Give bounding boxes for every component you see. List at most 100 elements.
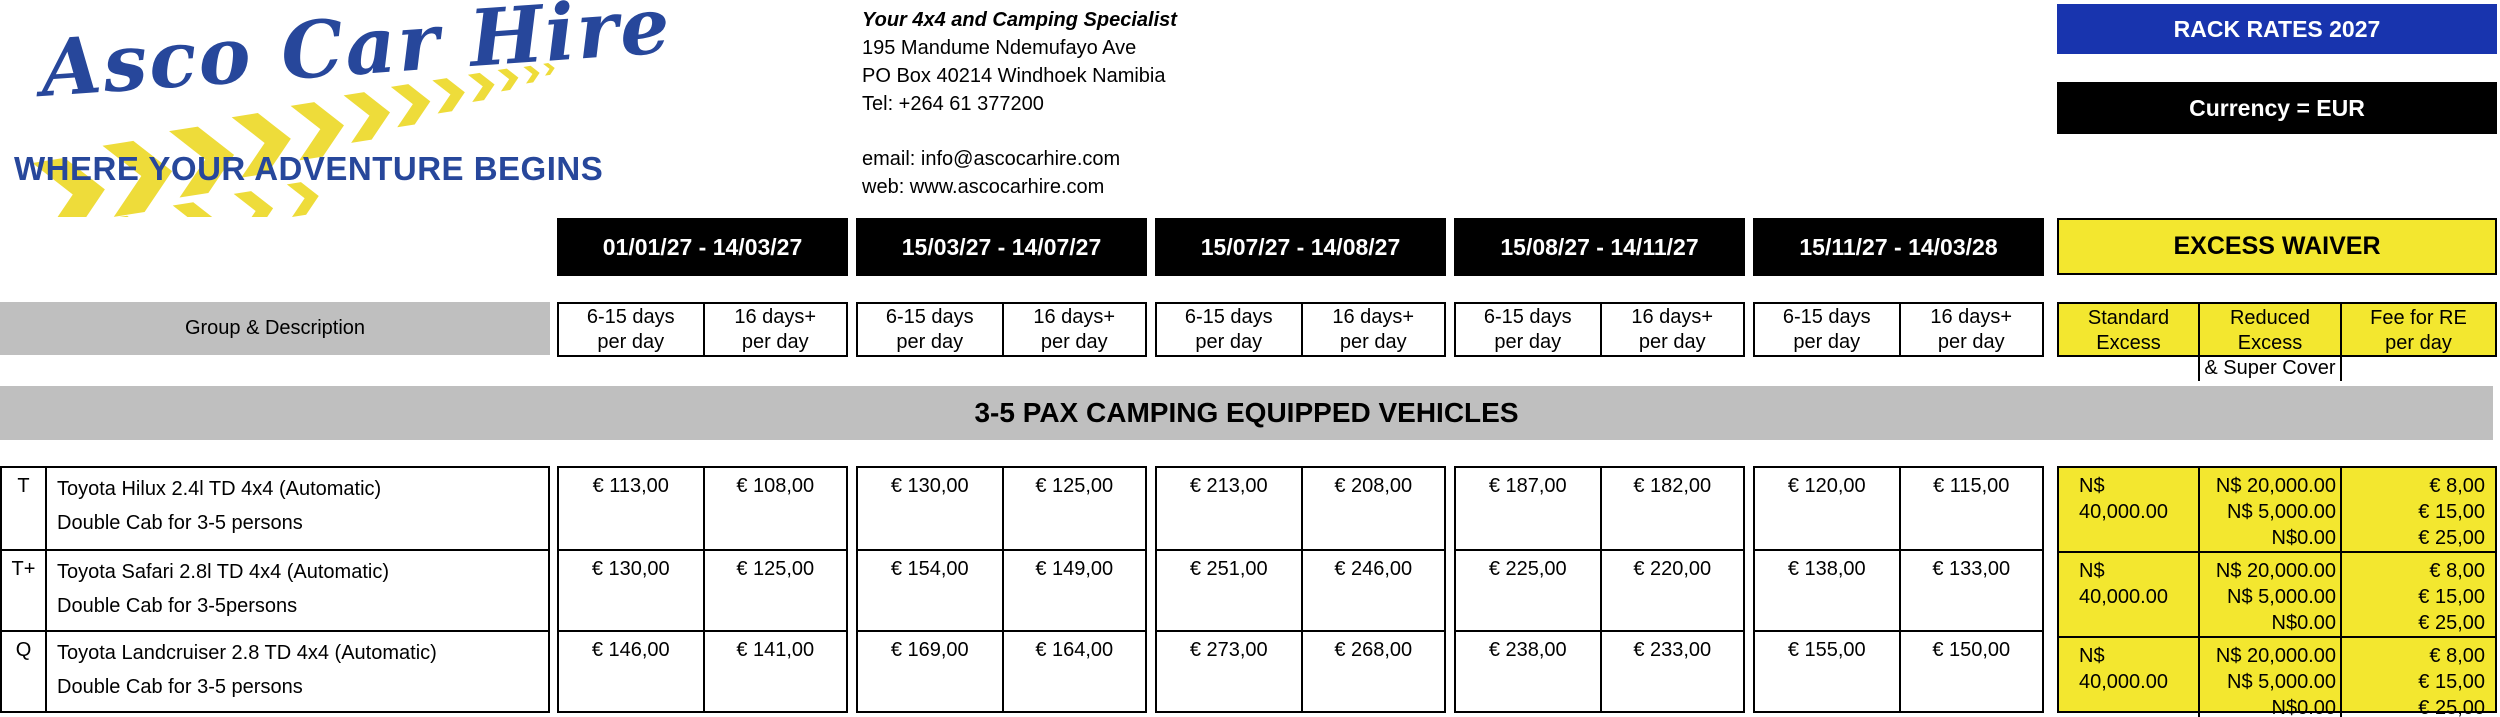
rate-table-period-4: € 187,00 € 182,00 € 225,00 € 220,00 € 238,… (1454, 466, 1745, 713)
contact-block: Your 4x4 and Camping Specialist 195 Mand… (862, 6, 1177, 201)
subheader-6-15-days: 6-15 days per day (885, 305, 974, 353)
standard-excess-header: Standard Excess (2087, 307, 2170, 354)
reduced-excess-header: Reduced Excess & Super Cover (2198, 304, 2340, 381)
rate-cell: € 182,00 (1599, 468, 1744, 549)
subheader-6-15-days: 6-15 days per day (1782, 305, 1871, 353)
rate-cell: € 138,00 (1787, 558, 1866, 580)
company-logo: Asco Car Hire WHERE YOUR ADVENTURE BEGIN… (6, 0, 674, 217)
phone-line: Tel: +264 61 377200 (862, 93, 1044, 115)
email-line: email: info@ascocarhire.com (862, 148, 1121, 170)
standard-excess-value: N$ 40,000.00 (2079, 475, 2168, 523)
vehicle-name: Toyota Landcruiser 2.8 TD 4x4 (Automatic… (57, 642, 437, 664)
vehicle-description: Toyota Landcruiser 2.8 TD 4x4 (Automatic… (47, 632, 548, 711)
rate-cell: € 164,00 (1001, 632, 1146, 711)
vehicle-capacity: Double Cab for 3-5persons (57, 595, 298, 617)
vehicle-capacity: Double Cab for 3-5 persons (57, 676, 303, 698)
rate-cell: € 125,00 (1001, 468, 1146, 549)
re-fee-header: Fee for RE per day (2340, 304, 2495, 381)
rate-cell: € 115,00 (1898, 468, 2043, 549)
subheader-6-15-days: 6-15 days per day (1483, 305, 1572, 353)
web-line: web: www.ascocarhire.com (862, 176, 1105, 198)
re-fee-values: € 8,00 € 15,00 € 25,00 (2340, 553, 2495, 636)
excess-row: N$ 40,000.00 N$ 20,000.00 N$ 5,000.00 N$0.… (2059, 636, 2495, 717)
subheader-16-days: 16 days+ per day (1599, 304, 1744, 355)
rate-cell: € 113,00 (592, 475, 669, 497)
vehicle-capacity: Double Cab for 3-5 persons (57, 512, 303, 534)
vehicle-row: T+ Toyota Safari 2.8l TD 4x4 (Automatic)… (2, 549, 548, 630)
reduced-excess-values: N$ 20,000.00 N$ 5,000.00 N$0.00 (2198, 553, 2340, 636)
period-header-1: 01/01/27 - 14/03/27 (557, 218, 848, 276)
rate-subheader-block-1: 6-15 days per day 16 days+ per day (557, 302, 848, 357)
rate-cell: € 238,00 (1488, 639, 1567, 661)
rate-cell: € 141,00 (702, 632, 847, 711)
vehicle-row: T Toyota Hilux 2.4l TD 4x4 (Automatic) D… (2, 468, 548, 549)
period-header-4: 15/08/27 - 14/11/27 (1454, 218, 1745, 276)
subheader-16-days: 16 days+ per day (1300, 304, 1445, 355)
subheader-6-15-days: 6-15 days per day (1184, 305, 1273, 353)
rate-cell: € 213,00 (1189, 475, 1268, 497)
rate-cell: € 155,00 (1787, 639, 1866, 661)
rate-cell: € 146,00 (591, 639, 670, 661)
rate-cell: € 251,00 (1189, 558, 1268, 580)
rate-subheader-block-4: 6-15 days per day 16 days+ per day (1454, 302, 1745, 357)
rate-cell: € 233,00 (1599, 632, 1744, 711)
re-fee-values: € 8,00 € 15,00 € 25,00 (2340, 468, 2495, 551)
rate-cell: € 125,00 (702, 551, 847, 630)
rate-cell: € 150,00 (1898, 632, 2043, 711)
rate-subheader-block-5: 6-15 days per day 16 days+ per day (1753, 302, 2044, 357)
rate-cell: € 208,00 (1300, 468, 1445, 549)
subheader-16-days: 16 days+ per day (702, 304, 847, 355)
rate-cell: € 268,00 (1300, 632, 1445, 711)
subheader-16-days: 16 days+ per day (1898, 304, 2043, 355)
vehicle-row: Q Toyota Landcruiser 2.8 TD 4x4 (Automat… (2, 630, 548, 711)
rate-table-period-1: € 113,00 € 108,00 € 130,00 € 125,00 € 146,… (557, 466, 848, 713)
rate-cell: € 133,00 (1898, 551, 2043, 630)
rate-cell: € 149,00 (1001, 551, 1146, 630)
rate-cell: € 225,00 (1488, 558, 1567, 580)
subheader-6-15-days: 6-15 days per day (586, 305, 675, 353)
rate-table-period-2: € 130,00 € 125,00 € 154,00 € 149,00 € 169,… (856, 466, 1147, 713)
vehicle-description-table: T Toyota Hilux 2.4l TD 4x4 (Automatic) D… (0, 466, 550, 713)
excess-waiver-table: N$ 40,000.00 N$ 20,000.00 N$ 5,000.00 N$0.… (2057, 466, 2497, 717)
excess-waiver-header: EXCESS WAIVER (2057, 218, 2497, 275)
rate-table-period-5: € 120,00 € 115,00 € 138,00 € 133,00 € 155,… (1753, 466, 2044, 713)
rate-cell: € 154,00 (890, 558, 969, 580)
vehicle-name: Toyota Hilux 2.4l TD 4x4 (Automatic) (57, 478, 382, 500)
rate-subheader-block-3: 6-15 days per day 16 days+ per day (1155, 302, 1446, 357)
group-description-header: Group & Description (0, 302, 550, 355)
period-header-2: 15/03/27 - 14/07/27 (856, 218, 1147, 276)
standard-excess-value: N$ 40,000.00 (2079, 560, 2168, 608)
rate-cell: € 169,00 (890, 639, 969, 661)
vehicle-group-code: T+ (2, 551, 47, 630)
excess-subheader-block: Standard Excess Reduced Excess & Super Co… (2057, 302, 2497, 381)
vehicle-description: Toyota Hilux 2.4l TD 4x4 (Automatic) Dou… (47, 468, 548, 549)
rate-cell: € 220,00 (1599, 551, 1744, 630)
rack-rates-banner: RACK RATES 2027 (2057, 4, 2497, 54)
specialist-line: Your 4x4 and Camping Specialist (862, 9, 1177, 31)
rate-cell: € 273,00 (1189, 639, 1268, 661)
period-header-3: 15/07/27 - 14/08/27 (1155, 218, 1446, 276)
standard-excess-value: N$ 40,000.00 (2079, 645, 2168, 693)
currency-banner: Currency = EUR (2057, 82, 2497, 134)
vehicle-group-code: Q (2, 632, 47, 711)
excess-row: N$ 40,000.00 N$ 20,000.00 N$ 5,000.00 N$0.… (2059, 551, 2495, 636)
rate-table-period-3: € 213,00 € 208,00 € 251,00 € 246,00 € 273,… (1155, 466, 1446, 713)
rate-cell: € 130,00 (591, 558, 670, 580)
period-header-5: 15/11/27 - 14/03/28 (1753, 218, 2044, 276)
address-line-1: 195 Mandume Ndemufayo Ave (862, 37, 1137, 59)
re-fee-values: € 8,00 € 15,00 € 25,00 (2340, 638, 2495, 717)
rate-cell: € 130,00 (890, 475, 969, 497)
vehicle-description: Toyota Safari 2.8l TD 4x4 (Automatic) Do… (47, 551, 548, 630)
section-title: 3-5 PAX CAMPING EQUIPPED VEHICLES (0, 386, 2493, 440)
address-line-2: PO Box 40214 Windhoek Namibia (862, 65, 1166, 87)
vehicle-group-code: T (2, 468, 47, 549)
rate-cell: € 187,00 (1488, 475, 1567, 497)
rate-cell: € 120,00 (1787, 475, 1866, 497)
reduced-excess-values: N$ 20,000.00 N$ 5,000.00 N$0.00 (2198, 638, 2340, 717)
rate-cell: € 108,00 (702, 468, 847, 549)
excess-row: N$ 40,000.00 N$ 20,000.00 N$ 5,000.00 N$0.… (2059, 468, 2495, 551)
subheader-16-days: 16 days+ per day (1001, 304, 1146, 355)
brand-tagline: WHERE YOUR ADVENTURE BEGINS (14, 150, 604, 187)
rate-subheader-block-2: 6-15 days per day 16 days+ per day (856, 302, 1147, 357)
